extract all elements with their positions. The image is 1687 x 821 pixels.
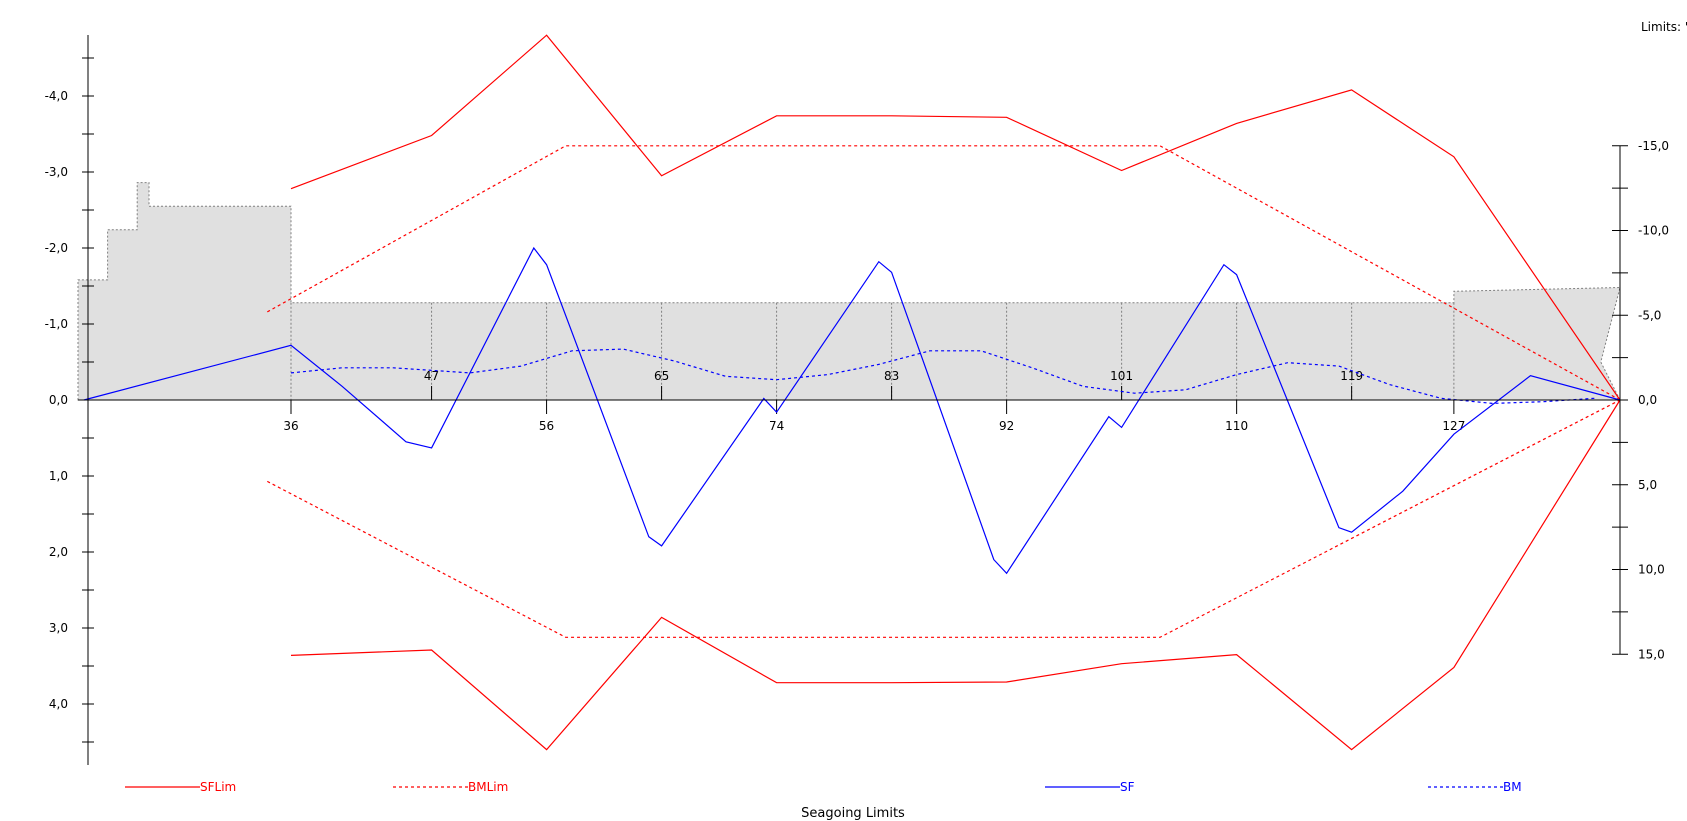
- series-sflim-line: [290, 399, 1621, 751]
- right-axis-tick-label: -5,0: [1638, 308, 1661, 322]
- legend-label-bmlim: BMLim: [468, 780, 508, 794]
- right-axis-tick-label: 10,0: [1638, 563, 1665, 577]
- frame-label: 65: [654, 369, 669, 383]
- left-axis-tick-label: -2,0: [45, 241, 68, 255]
- axes: -4,0 -3,0 -2,0 -1,0 0,0 1,0 2,0 3,0 4,0 -15,0 -10,…: [45, 35, 1669, 765]
- right-axis-tick-label: -15,0: [1638, 139, 1669, 153]
- left-axis-tick-label: 2,0: [49, 545, 68, 559]
- left-axis-tick-label: -4,0: [45, 89, 68, 103]
- left-axis-tick-label: 0,0: [49, 393, 68, 407]
- series-sf-line: [83, 246, 1621, 575]
- frame-label: 36: [283, 419, 298, 433]
- frame-label: 74: [769, 419, 784, 433]
- right-axis-tick-label: 5,0: [1638, 478, 1657, 492]
- frame-label: 101: [1110, 369, 1133, 383]
- ship-profile: [77, 182, 1621, 401]
- frame-label: 127: [1442, 419, 1465, 433]
- legend-label-sf: SF: [1120, 780, 1135, 794]
- right-axis-tick-label: 0,0: [1638, 393, 1657, 407]
- frame-label: 92: [999, 419, 1014, 433]
- left-axis-tick-label: -3,0: [45, 165, 68, 179]
- limits-label: Limits: ': [1641, 20, 1687, 34]
- series-lines: [83, 34, 1621, 751]
- right-axis-tick-label: 15,0: [1638, 647, 1665, 661]
- left-axis-tick-label: -1,0: [45, 317, 68, 331]
- series-sflim-line: [290, 34, 1621, 401]
- legend: SFLim BMLim SF BM: [125, 780, 1522, 794]
- frame-label: 56: [539, 419, 554, 433]
- frame-label: 83: [884, 369, 899, 383]
- series-bmlim-line: [267, 399, 1621, 638]
- ship-outline: [77, 182, 1621, 401]
- legend-label-sflim: SFLim: [200, 780, 236, 794]
- frame-label: 110: [1225, 419, 1248, 433]
- frame-label: 47: [424, 369, 439, 383]
- chart-title: Seagoing Limits: [801, 806, 905, 821]
- left-axis-tick-label: 4,0: [49, 697, 68, 711]
- left-axis-tick-label: 3,0: [49, 621, 68, 635]
- series-bmlim-line: [267, 145, 1621, 401]
- series-bm-line: [290, 348, 1595, 405]
- right-axis-tick-label: -10,0: [1638, 224, 1669, 238]
- legend-label-bm: BM: [1503, 780, 1522, 794]
- left-axis-tick-label: 1,0: [49, 469, 68, 483]
